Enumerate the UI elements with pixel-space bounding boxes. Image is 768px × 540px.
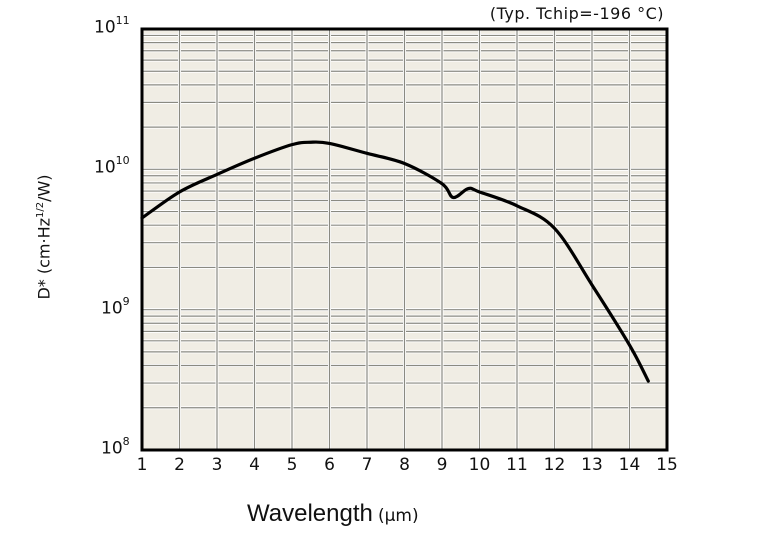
x-axis-label-main: Wavelength	[247, 500, 373, 527]
y-axis-label-exponent: 1/2	[35, 201, 47, 218]
detectivity-curve	[140, 140, 650, 383]
x-tick-label: 14	[618, 455, 641, 475]
x-tick-label: 13	[581, 455, 603, 475]
x-tick-label: 15	[656, 455, 678, 475]
x-tick-label: 9	[436, 455, 448, 475]
y-tick-label: 108	[101, 435, 130, 459]
x-axis-label: Wavelength (µm)	[247, 500, 419, 528]
y-axis-label: D* (cm·Hz1/2/W)	[35, 174, 54, 299]
x-tick-label: 4	[249, 455, 260, 475]
x-tick-label: 7	[361, 455, 373, 475]
x-tick-label: 8	[399, 455, 410, 475]
y-tick-exponent: 11	[115, 14, 130, 27]
grid-lines	[142, 29, 667, 450]
x-tick-label: 12	[543, 455, 566, 475]
x-tick-label: 2	[174, 455, 185, 475]
y-tick-base: 10	[94, 157, 116, 178]
x-axis-label-unit: (µm)	[377, 506, 419, 526]
y-tick-base: 10	[101, 438, 123, 459]
x-tick-label: 5	[286, 455, 298, 475]
y-tick-label: 109	[101, 294, 130, 319]
y-axis-label-main: D* (cm·Hz	[34, 218, 54, 300]
y-tick-label: 1011	[94, 14, 130, 38]
y-tick-label: 1010	[94, 154, 130, 178]
temperature-annotation: (Typ. Tchip=-196 °C)	[489, 4, 664, 23]
y-axis-label-tail: /W)	[34, 174, 54, 202]
x-tick-label: 10	[468, 455, 491, 475]
x-tick-label: 3	[211, 455, 223, 475]
x-tick-label: 6	[324, 455, 335, 475]
plot-frame	[140, 27, 669, 452]
y-tick-base: 10	[101, 298, 123, 319]
x-tick-label: 11	[506, 455, 528, 475]
y-tick-exponent: 8	[122, 435, 130, 448]
y-tick-exponent: 9	[122, 294, 130, 308]
y-tick-exponent: 10	[115, 154, 130, 168]
y-tick-base: 10	[94, 17, 116, 38]
x-tick-label: 1	[136, 455, 148, 475]
